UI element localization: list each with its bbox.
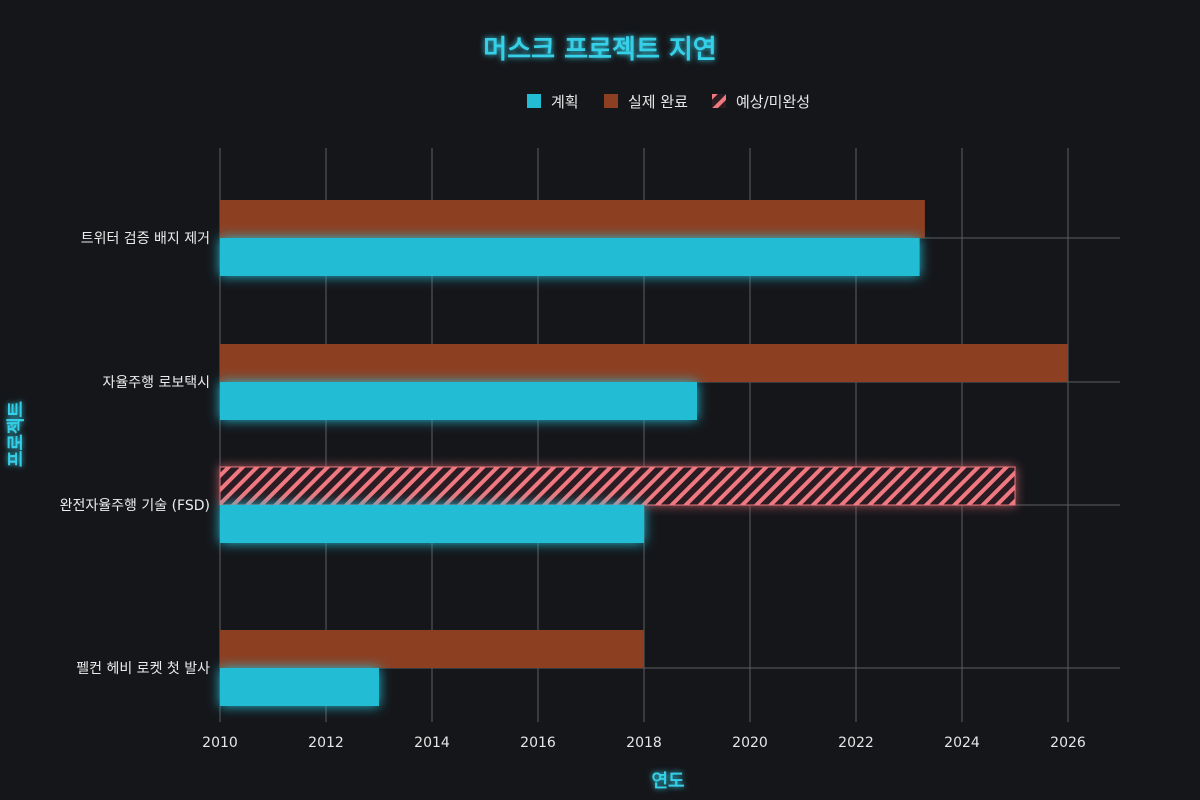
- legend-label-planned: 계획: [551, 93, 579, 111]
- x-tick-label: 2014: [414, 735, 450, 751]
- x-tick-label: 2022: [838, 735, 874, 751]
- x-axis-title: 연도: [651, 771, 684, 792]
- y-axis-title: 프로젝트: [6, 401, 27, 467]
- bar-planned: [220, 505, 644, 543]
- bar-actual: [220, 200, 925, 238]
- legend-swatch-actual: [604, 94, 618, 108]
- category-label: 자율주행 로보택시: [103, 375, 211, 391]
- bar-actual: [220, 344, 1068, 382]
- bars: [219, 200, 1068, 706]
- x-tick-label: 2016: [520, 735, 556, 751]
- category-label: 완전자율주행 기술 (FSD): [60, 498, 210, 514]
- x-tick-label: 2010: [202, 735, 238, 751]
- category-label: 트위터 검증 배지 제거: [81, 231, 210, 247]
- bar-planned: [220, 382, 697, 420]
- chart-title: 머스크 프로젝트 지연: [483, 35, 716, 65]
- bar-planned: [220, 238, 920, 276]
- category-label: 펠컨 헤비 로켓 첫 발사: [76, 661, 210, 677]
- legend-swatch-planned: [527, 94, 541, 108]
- legend: 계획 실제 완료 예상/미완성: [527, 93, 810, 111]
- x-tick-label: 2012: [308, 735, 344, 751]
- legend-swatch-expected: [712, 94, 726, 108]
- legend-label-actual: 실제 완료: [628, 93, 688, 111]
- bar-actual: [220, 630, 644, 668]
- bar-expected: [219, 466, 1016, 506]
- bar-planned: [220, 668, 379, 706]
- x-tick-label: 2018: [626, 735, 662, 751]
- x-tick-label: 2020: [732, 735, 768, 751]
- legend-label-expected: 예상/미완성: [736, 93, 810, 111]
- x-tick-label: 2026: [1050, 735, 1086, 751]
- x-tick-labels: 2010 2012 2014 2016 2018 2020 2022 2024 2026: [202, 735, 1086, 751]
- x-tick-label: 2024: [944, 735, 980, 751]
